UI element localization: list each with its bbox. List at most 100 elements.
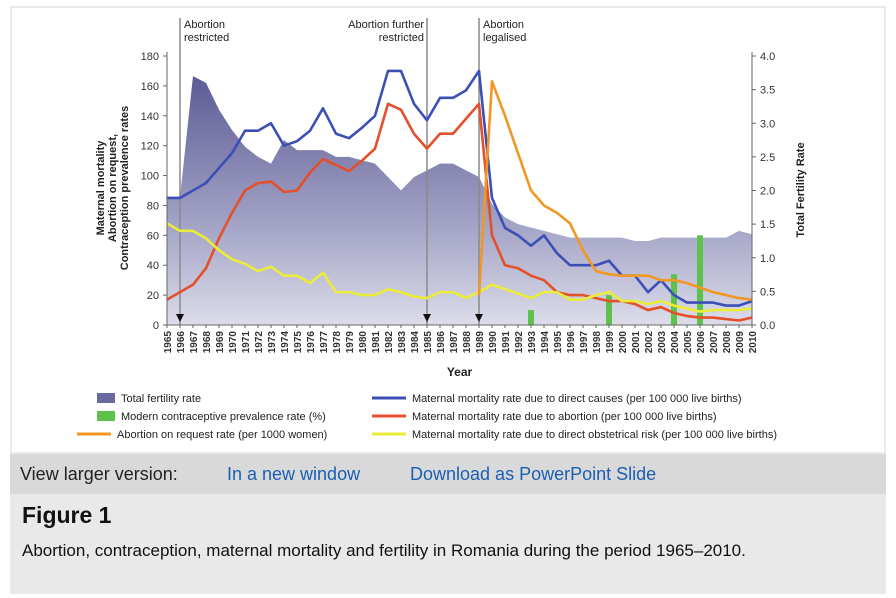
series-line-3: [477, 80, 753, 301]
x-tick-label: 2006: [696, 331, 707, 354]
new-window-link[interactable]: In a new window: [227, 464, 361, 484]
series-line-1: [166, 102, 753, 322]
y-right-tick-label: 0.5: [760, 286, 775, 298]
x-tick-label: 2010: [748, 331, 759, 354]
y-right-tick-label: 2.0: [760, 186, 775, 198]
y-left-tick-label: 100: [141, 171, 159, 183]
contraceptive-bar-1999: [606, 295, 612, 325]
x-tick-label: 1972: [254, 331, 265, 354]
contraceptive-bar-2004: [671, 274, 677, 325]
x-tick-label: 2009: [735, 331, 746, 354]
series-line-2: [166, 222, 753, 313]
view-larger-label: View larger version:: [20, 464, 178, 484]
view-larger-bar: View larger version: In a new window Dow…: [10, 454, 886, 494]
x-tick-label: 1985: [423, 331, 434, 354]
x-tick-label: 2005: [683, 331, 694, 354]
x-tick-label: 1993: [527, 331, 538, 354]
annotation-label-1985-1: restricted: [379, 32, 424, 44]
annotation-label-1966-1: restricted: [184, 32, 229, 44]
x-tick-label: 1983: [397, 331, 408, 354]
legend-label-5: Maternal mortality rate due to direct ob…: [412, 429, 777, 441]
x-tick-label: 1987: [449, 331, 460, 354]
x-tick-label: 1999: [605, 331, 616, 354]
annotation-label-1966-0: Abortion: [184, 19, 225, 31]
x-tick-label: 1973: [267, 331, 278, 354]
figure-frame: Abortion restricted Abortion further restri…: [10, 6, 886, 594]
x-tick-label: 1965: [163, 331, 174, 354]
x-tick-label: 2004: [670, 331, 681, 354]
y-right-tick-label: 2.5: [760, 152, 775, 164]
x-axis-title: Year: [447, 365, 473, 379]
x-tick-label: 1982: [384, 331, 395, 354]
contraceptive-bar-2006: [697, 235, 703, 325]
legend-label-2: Abortion on request rate (per 1000 women…: [117, 429, 327, 441]
x-tick-label: 1989: [475, 331, 486, 354]
x-tick-label: 2008: [722, 331, 733, 354]
y-axis-left-title-line-0: Maternal mortality: [95, 140, 107, 236]
x-tick-label: 1967: [189, 331, 200, 354]
legend-label-4: Maternal mortality rate due to abortion …: [412, 411, 717, 423]
y-right-tick-label: 4.0: [760, 51, 775, 63]
y-right-tick-label: 1.5: [760, 219, 775, 231]
figure-title: Figure 1: [22, 502, 112, 528]
x-tick-label: 1984: [410, 331, 421, 354]
x-tick-label: 1979: [345, 331, 356, 354]
x-tick-label: 1970: [228, 331, 239, 354]
x-tick-label: 1991: [501, 331, 512, 354]
x-tick-label: 1978: [332, 331, 343, 354]
legend-swatch-1: [97, 411, 115, 421]
x-tick-label: 2002: [644, 331, 655, 354]
x-tick-label: 1977: [319, 331, 330, 354]
y-left-tick-label: 60: [147, 230, 159, 242]
total-fertility-area: [167, 76, 752, 325]
legend-label-1: Modern contraceptive prevalence rate (%): [121, 411, 326, 423]
y-axis-left-title-line-1: Abortion on request,: [107, 134, 119, 242]
x-tick-label: 1995: [553, 331, 564, 354]
y-left-tick-label: 140: [141, 111, 159, 123]
x-tick-label: 1990: [488, 331, 499, 354]
x-tick-label: 1971: [241, 331, 252, 354]
y-left-tick-label: 120: [141, 141, 159, 153]
y-right-tick-label: 3.0: [760, 118, 775, 130]
x-tick-label: 1988: [462, 331, 473, 354]
series-line-0: [167, 69, 753, 307]
x-tick-label: 1975: [293, 331, 304, 354]
x-tick-label: 1976: [306, 331, 317, 354]
x-tick-label: 2007: [709, 331, 720, 354]
x-tick-label: 1969: [215, 331, 226, 354]
x-tick-label: 1986: [436, 331, 447, 354]
x-tick-label: 1994: [540, 331, 551, 354]
x-tick-label: 1974: [280, 331, 291, 354]
x-tick-label: 1996: [566, 331, 577, 354]
chart-panel: Abortion restricted Abortion further restri…: [12, 8, 884, 452]
y-right-tick-label: 0.0: [760, 320, 775, 332]
y-axis-right-title: Total Fertility Rate: [795, 142, 807, 237]
y-left-tick-label: 160: [141, 81, 159, 93]
x-tick-label: 1997: [579, 331, 590, 354]
y-left-tick-label: 80: [147, 200, 159, 212]
powerpoint-download-link[interactable]: Download as PowerPoint Slide: [410, 464, 657, 484]
y-left-tick-label: 180: [141, 51, 159, 63]
annotation-label-1989-0: Abortion: [483, 19, 524, 31]
figure-caption: Abortion, contraception, maternal mortal…: [22, 541, 746, 560]
y-left-tick-label: 40: [147, 260, 159, 272]
y-axis-left-title-line-2: Contraception prevalence rates: [119, 106, 131, 270]
x-tick-label: 1992: [514, 331, 525, 354]
contraceptive-bar-1993: [528, 310, 534, 325]
x-tick-label: 1966: [176, 331, 187, 354]
legend-label-3: Maternal mortality rate due to direct ca…: [412, 393, 742, 405]
y-right-tick-label: 3.5: [760, 85, 775, 97]
x-tick-label: 1998: [592, 331, 603, 354]
x-tick-label: 2001: [631, 331, 642, 354]
annotation-label-1985-0: Abortion further: [348, 19, 424, 31]
x-tick-label: 2003: [657, 331, 668, 354]
y-left-tick-label: 20: [147, 290, 159, 302]
annotation-arrow-1989: [475, 314, 483, 322]
x-tick-label: 1968: [202, 331, 213, 354]
annotation-arrow-1985: [423, 314, 431, 322]
annotation-label-1989-1: legalised: [483, 32, 526, 44]
y-right-tick-label: 1.0: [760, 253, 775, 265]
x-tick-label: 1980: [358, 331, 369, 354]
legend-label-0: Total fertility rate: [121, 393, 201, 405]
